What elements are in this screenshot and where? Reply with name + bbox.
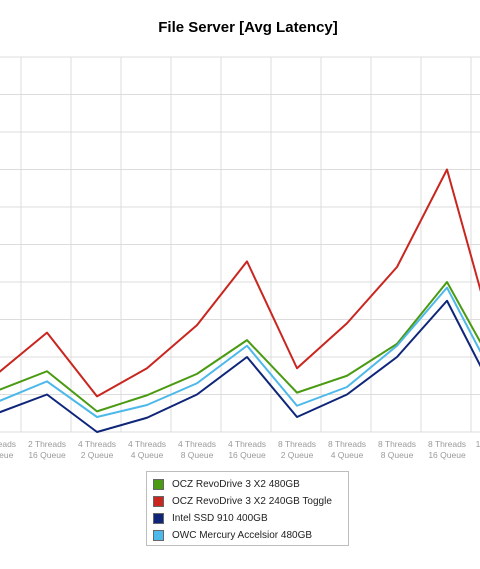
legend-item: OWC Mercury Accelsior 480GB xyxy=(153,527,342,544)
legend-swatch xyxy=(153,530,164,541)
x-tick-label: 4 Queue xyxy=(331,450,364,460)
legend-label: OCZ RevoDrive 3 X2 240GB Toggle xyxy=(172,496,332,507)
x-tick-label: 8 Threads xyxy=(328,439,366,449)
legend-swatch xyxy=(153,513,164,524)
x-tick-label: 8 Threads xyxy=(378,439,416,449)
x-tick-label: 2 Threads xyxy=(28,439,66,449)
x-tick-label: 4 Queue xyxy=(131,450,164,460)
x-tick-label: 2 Queue xyxy=(81,450,114,460)
x-tick-label: 2 Queue xyxy=(281,450,314,460)
legend-swatch xyxy=(153,479,164,490)
legend-item: OCZ RevoDrive 3 X2 240GB Toggle xyxy=(153,493,342,510)
x-tick-label: 8 Queue xyxy=(381,450,414,460)
x-tick-label: 4 Threads xyxy=(78,439,116,449)
legend-label: Intel SSD 910 400GB xyxy=(172,513,268,524)
legend-item: OCZ RevoDrive 3 X2 480GB xyxy=(153,476,342,493)
series-lines xyxy=(0,168,480,433)
x-tick-label: 4 Threads xyxy=(128,439,166,449)
legend: OCZ RevoDrive 3 X2 480GB OCZ RevoDrive 3 … xyxy=(146,471,349,546)
series-line-2 xyxy=(0,168,480,398)
x-tick-label: 4 Threads xyxy=(178,439,216,449)
legend-label: OWC Mercury Accelsior 480GB xyxy=(172,530,313,541)
series-line-4 xyxy=(0,286,480,418)
legend-label: OCZ RevoDrive 3 X2 480GB xyxy=(172,479,300,490)
x-tick-label: 8 Threads xyxy=(278,439,316,449)
chart-title: File Server [Avg Latency] xyxy=(158,19,338,36)
grid-lines xyxy=(0,56,480,433)
x-tick-label: 16 Queue xyxy=(428,450,466,460)
series-line-3 xyxy=(0,299,480,433)
legend-swatch xyxy=(153,496,164,507)
x-tick-label: 2 Queue xyxy=(0,450,14,460)
x-tick-label: 2 Threads xyxy=(0,439,16,449)
x-tick-label: 4 Threads xyxy=(228,439,266,449)
x-tick-label: 8 Queue xyxy=(181,450,214,460)
x-tick-label: 8 Threads xyxy=(428,439,466,449)
x-tick-label: 16 Queue xyxy=(228,450,266,460)
series-line-1 xyxy=(0,281,480,413)
x-tick-label: 16 Queue xyxy=(28,450,66,460)
legend-item: Intel SSD 910 400GB xyxy=(153,510,342,527)
x-tick-label: 16 Threads xyxy=(476,439,480,449)
